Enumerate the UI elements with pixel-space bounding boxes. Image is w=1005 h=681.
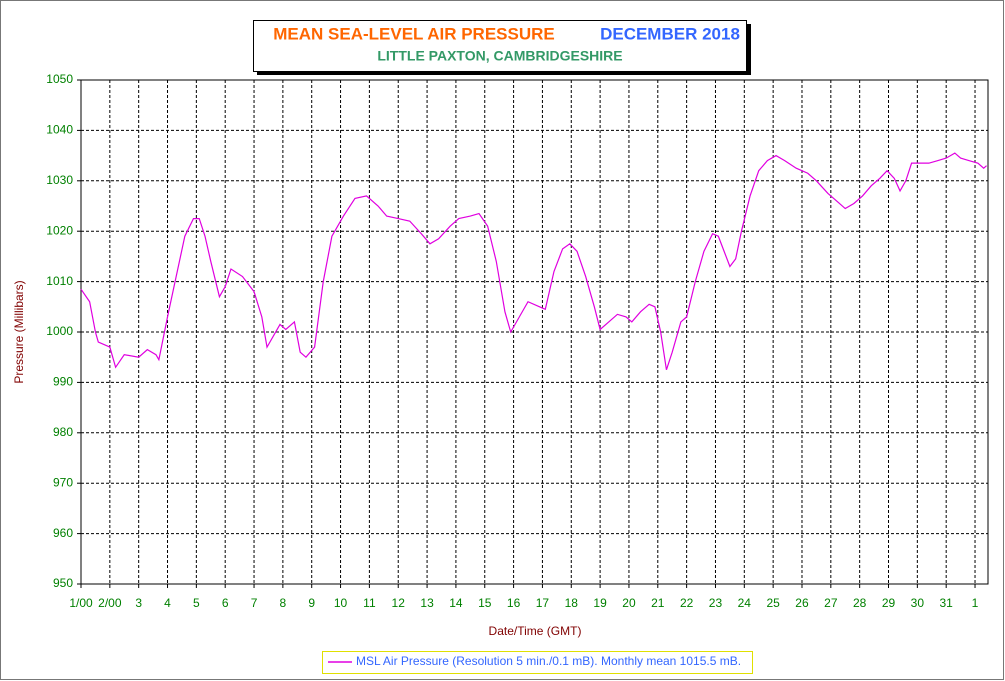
x-tick-label: 21: [651, 596, 665, 610]
x-tick-label: 19: [593, 596, 607, 610]
x-tick-label: 15: [478, 596, 492, 610]
y-tick-label: 1050: [46, 72, 73, 86]
y-tick-label: 970: [53, 475, 73, 489]
x-tick-label: 1/00: [69, 596, 93, 610]
y-tick-label: 990: [53, 375, 73, 389]
chart-title: MEAN SEA-LEVEL AIR PRESSURE: [273, 24, 555, 43]
x-tick-label: 24: [738, 596, 752, 610]
x-tick-label: 14: [449, 596, 463, 610]
x-tick-label: 20: [622, 596, 636, 610]
x-tick-label: 18: [565, 596, 579, 610]
x-axis-label: Date/Time (GMT): [489, 624, 582, 638]
chart-title-date: DECEMBER 2018: [600, 24, 740, 43]
x-tick-label: 5: [193, 596, 200, 610]
y-tick-label: 1030: [46, 173, 73, 187]
legend-label: MSL Air Pressure (Resolution 5 min./0.1 …: [356, 654, 741, 668]
x-tick-label: 3: [135, 596, 142, 610]
y-axis-label: Pressure (Millibars): [12, 280, 26, 383]
y-tick-label: 980: [53, 425, 73, 439]
data-line: [80, 152, 987, 370]
x-tick-label: 23: [709, 596, 723, 610]
y-tick-label: 1010: [46, 274, 73, 288]
x-tick-label: 8: [280, 596, 287, 610]
y-tick-label: 1040: [46, 123, 73, 137]
x-tick-label: 13: [420, 596, 434, 610]
x-tick-label: 26: [795, 596, 809, 610]
x-tick-label: 4: [164, 596, 171, 610]
x-tick-label: 2/00: [98, 596, 122, 610]
x-tick-label: 29: [882, 596, 896, 610]
y-tick-label: 1000: [46, 324, 73, 338]
x-tick-label: 28: [853, 596, 867, 610]
x-tick-label: 27: [824, 596, 838, 610]
x-tick-label: 31: [940, 596, 954, 610]
x-tick-label: 17: [536, 596, 550, 610]
chart-subtitle: LITTLE PAXTON, CAMBRIDGESHIRE: [377, 48, 622, 64]
title-box: [253, 20, 747, 72]
x-tick-label: 11: [363, 596, 376, 610]
x-tick-label: 7: [251, 596, 258, 610]
x-tick-label: 12: [392, 596, 406, 610]
x-tick-label: 1: [972, 596, 979, 610]
x-tick-label: 25: [766, 596, 780, 610]
x-tick-label: 6: [222, 596, 229, 610]
y-tick-label: 1020: [46, 223, 73, 237]
x-tick-label: 16: [507, 596, 521, 610]
legend-box: [322, 651, 753, 674]
x-tick-label: 22: [680, 596, 694, 610]
y-tick-label: 950: [53, 576, 73, 590]
x-tick-label: 30: [911, 596, 925, 610]
x-tick-label: 9: [308, 596, 315, 610]
x-tick-label: 10: [334, 596, 348, 610]
y-tick-label: 960: [53, 526, 73, 540]
